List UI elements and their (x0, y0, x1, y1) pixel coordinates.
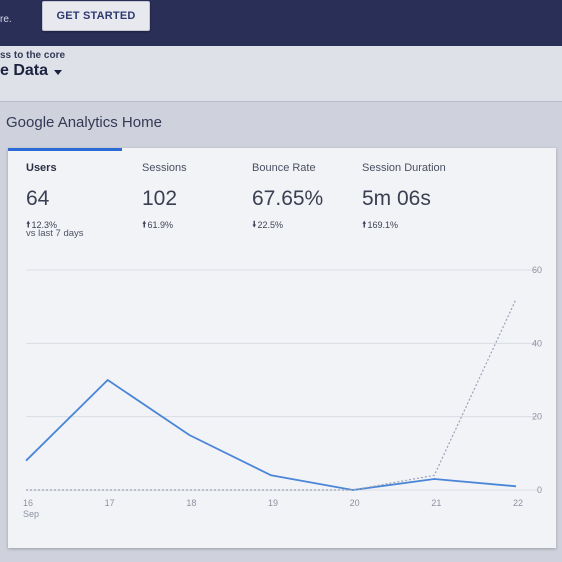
series-line-current (25, 378, 517, 491)
metric-value: 67.65% (252, 187, 324, 210)
x-tick-label: 20 (350, 498, 360, 508)
metric-value: 5m 06s (362, 187, 431, 210)
chart-svg: 0 20 40 60 16 17 18 19 20 21 22 Sep (23, 265, 542, 519)
y-tick-label: 20 (532, 412, 542, 422)
page-title: Google Analytics Home (6, 114, 162, 131)
metric-tab-session-duration[interactable]: Session Duration 5m 06s 🠙 169.1% (362, 162, 446, 233)
account-header: ss to the core e Data (0, 46, 562, 102)
arrow-down-icon: 🠛 (252, 219, 257, 229)
y-tick-label: 0 (537, 485, 542, 495)
main-content: Google Analytics Home Users 64 🠙 12.3% S… (0, 102, 562, 562)
comparison-label: vs last 7 days (26, 228, 84, 239)
chevron-down-icon (54, 69, 63, 75)
arrow-up-icon: 🠙 (362, 219, 367, 229)
metric-change: 🠙 169.1% (362, 217, 446, 233)
x-tick-label: 18 (186, 498, 196, 508)
y-tick-label: 40 (532, 338, 542, 348)
metric-label: Bounce Rate (252, 162, 316, 174)
x-tick-label: 16 (23, 498, 33, 508)
metric-change-value: 61.9% (147, 220, 174, 230)
metric-label: Sessions (142, 162, 187, 174)
metric-tab-sessions[interactable]: Sessions 102 🠙 61.9% (142, 162, 187, 233)
x-tick-label: 21 (431, 498, 441, 508)
series-line-comparison (26, 299, 517, 491)
x-tick-label: 17 (105, 498, 115, 508)
metric-label: Users (26, 162, 57, 174)
account-subtitle: ss to the core (0, 50, 66, 61)
metric-change-value: 12.3% (31, 220, 58, 230)
users-line-chart: 0 20 40 60 16 17 18 19 20 21 22 Sep (8, 252, 556, 548)
metric-change: 🠛 22.5% (252, 217, 323, 233)
view-selector[interactable]: e Data (0, 62, 63, 80)
metric-tab-bounce-rate[interactable]: Bounce Rate 67.65% 🠛 22.5% (252, 162, 323, 233)
metric-value: 64 (26, 187, 50, 210)
y-tick-label: 60 (532, 265, 542, 275)
arrow-up-icon: 🠙 (26, 219, 31, 229)
overview-card: Users 64 🠙 12.3% Sessions 102 🠙 61.9% Bo… (8, 148, 556, 548)
metric-label: Session Duration (362, 162, 446, 174)
arrow-up-icon: 🠙 (142, 219, 147, 229)
x-tick-label: 19 (268, 498, 278, 508)
active-tab-indicator (8, 148, 122, 151)
x-tick-label: 22 (513, 498, 523, 508)
metric-change: 🠙 12.3% (26, 217, 57, 233)
view-title: e Data (0, 62, 49, 79)
top-banner: re. GET STARTED (0, 0, 562, 46)
x-tick-sublabel: Sep (23, 509, 39, 519)
banner-text: re. (0, 14, 12, 25)
get-started-button[interactable]: GET STARTED (42, 1, 150, 31)
metric-value: 102 (142, 187, 178, 210)
metric-tab-users[interactable]: Users 64 🠙 12.3% (26, 162, 57, 233)
metric-change-value: 22.5% (257, 220, 284, 230)
metric-change: 🠙 61.9% (142, 217, 187, 233)
metric-change-value: 169.1% (367, 220, 399, 230)
